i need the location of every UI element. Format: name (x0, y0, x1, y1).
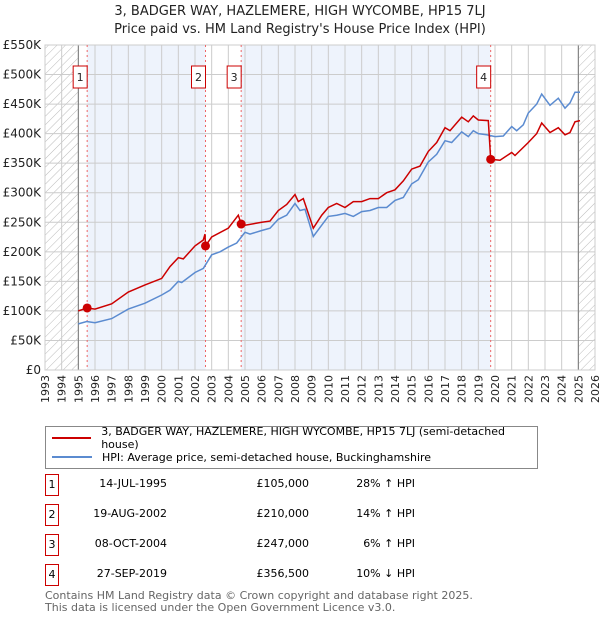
y-tick-label: £350K (3, 156, 43, 170)
x-tick-label: 2010 (322, 375, 335, 403)
x-tick-label: 2002 (189, 375, 202, 403)
x-tick-label: 2004 (222, 375, 235, 403)
sale-price: £247,000 (256, 537, 310, 550)
sale-hpi-diff: 28% ↑ HPI (356, 477, 415, 490)
sale-row: 1 14-JUL-1995 £105,000 28% ↑ HPI (45, 474, 445, 496)
x-tick-label: 2016 (422, 375, 435, 403)
sale-point (236, 219, 246, 229)
legend-item-hpi: HPI: Average price, semi-detached house,… (52, 448, 431, 466)
sale-point (82, 303, 92, 313)
x-tick-label: 2007 (272, 375, 285, 403)
y-tick-label: £300K (3, 186, 43, 200)
sale-hpi-diff: 6% ↑ HPI (363, 537, 415, 550)
sale-row: 3 08-OCT-2004 £247,000 6% ↑ HPI (45, 534, 445, 556)
sale-number: 2 (45, 504, 59, 526)
sale-label: 1 (77, 71, 84, 84)
hatched-region (578, 45, 595, 370)
x-tick-label: 2008 (289, 375, 302, 403)
x-tick-label: 2013 (372, 375, 385, 403)
y-tick-label: £100K (3, 304, 43, 318)
x-tick-label: 1999 (139, 375, 152, 403)
x-tick-label: 2024 (556, 375, 569, 403)
sale-date: 14-JUL-1995 (99, 477, 167, 490)
x-tick-label: 2017 (439, 375, 452, 403)
x-tick-label: 2021 (506, 375, 519, 403)
price-chart: 1993 1994 1995 1996 1997 1998 1999 2000 2001 2002… (3, 38, 600, 403)
x-tick-label: 2000 (156, 375, 169, 403)
y-tick-label: £200K (3, 245, 43, 259)
y-tick-label: £0 (26, 363, 41, 377)
chart-title: 3, BADGER WAY, HAZLEMERE, HIGH WYCOMBE, … (114, 4, 486, 19)
x-tick-label: 2026 (589, 375, 600, 403)
footer-line: Contains HM Land Registry data © Crown c… (45, 589, 473, 602)
legend-item-property: 3, BADGER WAY, HAZLEMERE, HIGH WYCOMBE, … (52, 425, 537, 451)
hpi-line (78, 91, 580, 325)
x-tick-label: 2001 (172, 375, 185, 403)
sale-price: £210,000 (256, 507, 310, 520)
sale-label-box (191, 65, 206, 89)
legend-label: 3, BADGER WAY, HAZLEMERE, HIGH WYCOMBE, … (101, 425, 505, 451)
x-tick-label: 2020 (489, 375, 502, 403)
legend-red-line (52, 437, 92, 439)
property-price-line (78, 114, 581, 312)
sale-number: 1 (45, 474, 59, 496)
x-tick-label: 2012 (356, 375, 369, 403)
shaded-band (87, 45, 206, 370)
x-tick-label: 2003 (206, 375, 219, 403)
sale-label-box (476, 65, 492, 89)
sale-label: 3 (231, 71, 238, 84)
x-tick-label: 2011 (339, 375, 352, 403)
y-tick-label: £500K (3, 68, 43, 82)
sale-label: 4 (480, 71, 487, 84)
sale-row: 2 19-AUG-2002 £210,000 14% ↑ HPI (45, 504, 445, 526)
x-tick-label: 2006 (256, 375, 269, 403)
x-tick-label: 1996 (89, 375, 102, 403)
sale-number: 3 (45, 534, 59, 556)
sale-label-box (226, 65, 242, 89)
x-tick-label: 2022 (522, 375, 535, 403)
x-tick-label: 1993 (39, 375, 52, 403)
sale-hpi-diff: 14% ↑ HPI (356, 507, 415, 520)
sale-point (201, 241, 210, 251)
x-tick-label: 2015 (406, 375, 419, 403)
sale-number: 4 (45, 564, 59, 586)
footer-line: This data is licensed under the Open Gov… (45, 601, 396, 614)
x-tick-label: 2023 (539, 375, 552, 403)
sale-hpi-diff: 10% ↓ HPI (356, 567, 415, 580)
x-tick-label: 2009 (306, 375, 319, 403)
x-tick-label: 1998 (122, 375, 135, 403)
sale-row: 4 27-SEP-2019 £356,500 10% ↓ HPI (45, 564, 445, 586)
x-tick-label: 2005 (239, 375, 252, 403)
x-tick-label: 1994 (56, 375, 69, 403)
y-tick-label: £250K (3, 215, 43, 229)
y-tick-label: £150K (3, 274, 43, 288)
legend: 3, BADGER WAY, HAZLEMERE, HIGH WYCOMBE, … (45, 425, 538, 469)
sale-price: £105,000 (256, 477, 310, 490)
legend-blue-line (52, 456, 92, 458)
sale-label: 2 (195, 71, 202, 84)
plot-frame (44, 44, 596, 371)
sale-date: 08-OCT-2004 (94, 537, 167, 550)
sale-date: 27-SEP-2019 (96, 567, 167, 580)
y-tick-label: £450K (3, 97, 43, 111)
y-tick-label: £400K (3, 127, 43, 141)
x-tick-label: 2014 (389, 375, 402, 403)
x-tick-label: 1995 (72, 375, 85, 403)
chart-subtitle: Price paid vs. HM Land Registry's House … (114, 22, 486, 37)
sale-label-box (72, 65, 88, 89)
legend-label: HPI: Average price, semi-detached house,… (102, 450, 432, 464)
x-tick-label: 2025 (572, 375, 585, 403)
x-tick-label: 2018 (456, 375, 469, 403)
sale-price: £356,500 (256, 567, 310, 580)
sale-point (486, 154, 496, 164)
y-tick-label: £550K (3, 38, 43, 52)
y-tick-label: £50K (10, 333, 42, 347)
x-tick-label: 2019 (472, 375, 485, 403)
x-tick-label: 1997 (106, 375, 119, 403)
sale-date: 19-AUG-2002 (93, 507, 167, 520)
